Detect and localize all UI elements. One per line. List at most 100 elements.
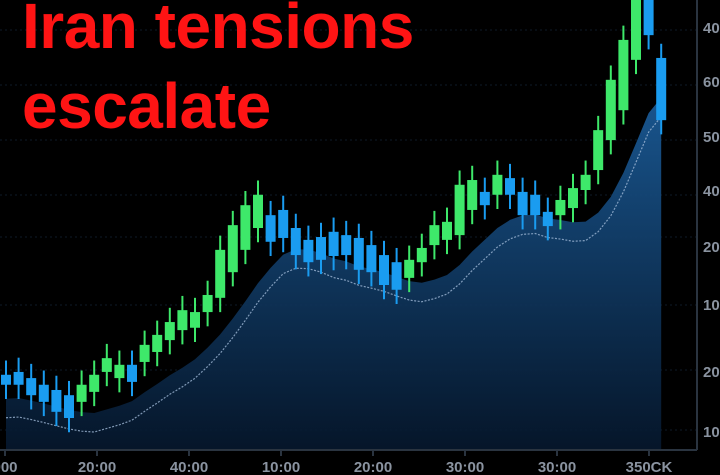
candle	[517, 177, 528, 230]
candle-body	[580, 174, 591, 190]
candle-body	[127, 364, 137, 382]
candle-body	[341, 235, 352, 256]
headline-line-1: Iran tensions	[22, 0, 414, 62]
candle	[353, 223, 364, 285]
candle	[618, 25, 629, 125]
candle	[593, 115, 604, 185]
candle	[253, 180, 263, 243]
candle	[1, 360, 11, 399]
candle	[454, 170, 465, 250]
candle-body	[391, 262, 402, 290]
candle-body	[379, 255, 389, 285]
candle	[76, 370, 87, 417]
candle	[26, 363, 37, 410]
x-tick-label: 000	[0, 459, 18, 475]
candle-body	[76, 384, 87, 402]
candle	[139, 330, 150, 377]
x-tick-label: 30:00	[446, 459, 484, 475]
y-tick-label: 20	[703, 239, 720, 256]
candle	[631, 0, 641, 75]
candle-body	[202, 294, 213, 313]
candle-body	[568, 188, 578, 209]
candle	[366, 230, 377, 287]
candle-body	[517, 191, 528, 216]
candle	[505, 163, 515, 209]
candle-body	[404, 259, 415, 278]
candle	[555, 185, 566, 230]
x-tick-label: 20:00	[354, 459, 392, 475]
candle-body	[656, 57, 667, 121]
candle	[290, 213, 301, 270]
candle-body	[240, 205, 251, 250]
candle-body	[139, 344, 150, 362]
y-tick-label: 10	[703, 297, 720, 314]
candle	[467, 165, 478, 225]
candle-body	[152, 334, 163, 352]
candle-body	[530, 194, 541, 216]
candle	[227, 210, 238, 287]
volume-area	[6, 97, 662, 451]
candle-body	[555, 199, 566, 216]
candle	[240, 190, 251, 265]
moving-average-line	[5, 116, 662, 433]
candle-body	[605, 79, 616, 141]
candle-body	[38, 384, 49, 402]
candle-body	[164, 322, 175, 341]
candle-body	[442, 221, 452, 240]
candle-body	[101, 358, 112, 372]
candle-body	[429, 225, 440, 246]
candle	[127, 350, 137, 397]
candle-body	[492, 174, 503, 195]
y-tick-label: 40	[703, 20, 720, 37]
y-tick-label: 50	[703, 129, 720, 146]
candle	[442, 207, 452, 255]
candle-body	[643, 0, 654, 36]
candle	[656, 43, 667, 135]
candle-body	[316, 237, 326, 260]
candle	[202, 280, 213, 327]
candle-body	[631, 0, 641, 60]
y-tick-label: 20	[703, 364, 720, 381]
candle	[51, 375, 62, 427]
candle	[316, 222, 326, 275]
candle-body	[1, 374, 11, 385]
candle	[89, 360, 100, 407]
x-axis-ticks: 000 20:00 40:00 10:00 20:00 30:00 30:00 350CK	[0, 450, 673, 475]
candle	[13, 357, 24, 399]
candle-body	[227, 225, 238, 273]
candle-body	[618, 39, 629, 111]
candle	[341, 220, 352, 270]
candle-body	[26, 378, 37, 396]
candle-body	[64, 395, 74, 418]
y-tick-label: 10	[703, 424, 720, 441]
x-tick-label: 40:00	[170, 459, 208, 475]
candle-body	[328, 231, 339, 257]
candle-body	[265, 215, 276, 242]
candle-body	[278, 209, 289, 238]
candle-body	[505, 178, 515, 195]
candle-body	[13, 371, 24, 385]
y-tick-label: 40	[703, 183, 720, 200]
candle-body	[479, 191, 490, 206]
x-tick-label: 20:00	[78, 459, 116, 475]
candle-body	[303, 239, 314, 263]
candle-body	[190, 312, 200, 328]
candle	[328, 217, 339, 271]
candle	[215, 235, 226, 313]
candle-body	[215, 249, 226, 298]
y-axis-ticks: 40 60 50 40 20 10 20 10	[703, 20, 720, 441]
candle	[379, 240, 389, 300]
candle	[492, 160, 503, 209]
x-tick-label: 30:00	[538, 459, 576, 475]
candle	[303, 225, 314, 277]
candle-body	[353, 237, 364, 270]
candle-body	[253, 194, 263, 228]
candle	[64, 380, 74, 433]
candle	[38, 370, 49, 417]
candle-body	[290, 228, 301, 256]
candle	[479, 177, 490, 220]
candle	[114, 350, 125, 393]
candle-body	[416, 247, 427, 263]
candle	[542, 197, 553, 241]
x-tick-label: 10:00	[262, 459, 300, 475]
